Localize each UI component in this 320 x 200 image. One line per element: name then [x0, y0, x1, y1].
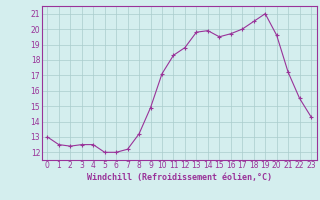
- X-axis label: Windchill (Refroidissement éolien,°C): Windchill (Refroidissement éolien,°C): [87, 173, 272, 182]
